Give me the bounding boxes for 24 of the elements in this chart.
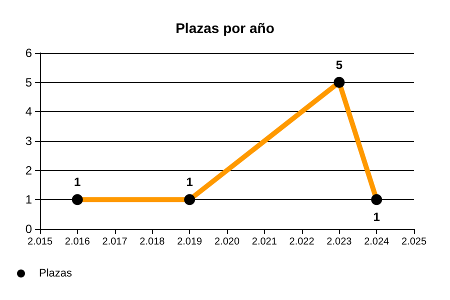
y-tick-label: 3	[25, 134, 32, 148]
x-tick-label: 2.020	[214, 236, 240, 248]
y-tick-label: 5	[25, 75, 32, 90]
x-tick-label: 2.023	[326, 236, 352, 248]
data-label: 1	[74, 175, 82, 190]
data-label: 1	[186, 175, 194, 190]
x-tick-label: 2.019	[177, 236, 203, 248]
x-tick-label: 2.021	[252, 236, 278, 248]
y-tick-label: 1	[25, 192, 32, 207]
x-tick-label: 2.025	[401, 236, 427, 248]
y-tick-label: 4	[25, 104, 32, 119]
x-tick-label: 2.015	[27, 236, 53, 248]
legend-label: Plazas	[39, 268, 73, 280]
y-tick-label: 6	[25, 46, 32, 60]
y-tick-label: 0	[25, 222, 32, 236]
x-tick-label: 2.016	[64, 236, 90, 248]
x-tick-label: 2.017	[102, 236, 128, 248]
x-tick-label: 2.024	[364, 236, 390, 248]
y-tick-label: 2	[25, 163, 32, 178]
x-tick-label: 2.018	[140, 236, 166, 248]
chart-title: Plazas por año	[176, 20, 274, 36]
x-tick-label: 2.022	[289, 236, 315, 248]
data-label: 1	[373, 210, 380, 224]
data-label: 5	[336, 58, 343, 72]
